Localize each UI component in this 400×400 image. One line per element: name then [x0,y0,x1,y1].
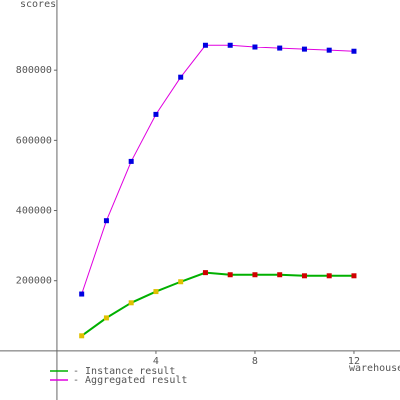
point-marker [103,218,109,224]
point-marker [178,279,184,285]
point-marker [301,273,307,279]
y-tick-label: 800000 [16,65,52,76]
point-marker [227,272,233,278]
y-tick-label: 400000 [16,206,52,217]
point-marker [351,48,357,54]
x-axis-label: warehouses [349,363,400,374]
point-marker [153,111,159,117]
point-marker [202,42,208,48]
x-tick-label: 8 [252,356,258,367]
point-marker [227,42,233,48]
point-marker [79,333,85,339]
series-line [81,271,354,337]
x-tick-label: 12 [348,356,360,367]
point-marker [301,46,307,52]
y-tick-label: 200000 [16,276,52,287]
point-marker [326,47,332,53]
point-marker [326,273,332,279]
point-marker [252,272,258,278]
point-marker [128,300,134,306]
point-marker [178,74,184,80]
point-marker [277,45,283,51]
point-marker [128,158,134,164]
point-marker [202,270,208,276]
point-marker [79,291,85,297]
point-marker [153,289,159,295]
legend-label: - Aggregated result [73,375,187,386]
point-marker [351,273,357,279]
y-axis-label: scores [20,0,56,10]
point-marker [277,272,283,278]
series-line [81,44,354,295]
y-tick-label: 600000 [16,135,52,146]
x-tick-label: 4 [153,356,159,367]
point-marker [103,315,109,321]
point-marker [252,44,258,50]
legend-label: - Instance result [73,366,175,377]
